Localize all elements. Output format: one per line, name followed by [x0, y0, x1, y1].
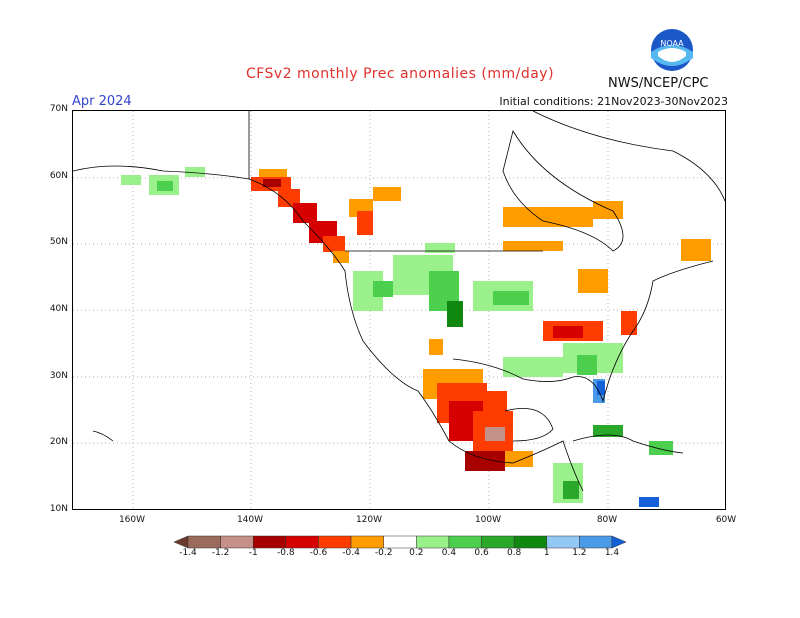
coastlines: [72, 110, 726, 492]
colorbar-tick-label: 0.4: [441, 548, 457, 558]
lat-label-10n: 10N: [49, 504, 68, 514]
colorbar-segment: [220, 535, 254, 549]
colorbar-segment: [318, 535, 352, 549]
colorbar-tick-label: 1.2: [572, 548, 587, 558]
agency-label: NWS/NCEP/CPC: [608, 76, 709, 91]
lon-label-160w: 160W: [118, 515, 146, 525]
colorbar: [174, 535, 626, 549]
map-canvas: [72, 110, 726, 509]
colorbar-segment: [285, 535, 319, 549]
colorbar-segment: [481, 535, 515, 549]
noaa-logo-text: NOAA: [660, 39, 684, 48]
colorbar-tick-label: -1.2: [211, 548, 230, 558]
lon-label-140w: 140W: [236, 515, 264, 525]
colorbar-tick-label: 1.4: [604, 548, 620, 558]
colorbar-tick-label: 0.2: [409, 548, 424, 558]
anomaly-map: [72, 110, 726, 510]
lat-label-40n: 40N: [49, 304, 68, 314]
lat-label-20n: 20N: [49, 437, 68, 447]
lon-label-80w: 80W: [596, 515, 618, 525]
colorbar-tick-label: 0.6: [474, 548, 489, 558]
lon-label-120w: 120W: [355, 515, 383, 525]
colorbar-segment: [350, 535, 384, 549]
wet-anomaly-cells: [121, 167, 673, 507]
colorbar-tick-label: -0.8: [277, 548, 295, 558]
lat-label-70n: 70N: [49, 104, 68, 114]
colorbar-segment: [174, 535, 189, 549]
forecast-month: Apr 2024: [72, 94, 132, 109]
lon-label-60w: 60W: [715, 515, 737, 525]
lat-label-50n: 50N: [49, 237, 68, 247]
noaa-logo: NOAA: [650, 28, 694, 72]
colorbar-segment: [416, 535, 450, 549]
colorbar-tick-label: -1.4: [179, 548, 197, 558]
colorbar-segment: [383, 535, 417, 549]
colorbar-segment: [513, 535, 548, 549]
initial-conditions: Initial conditions: 21Nov2023-30Nov2023: [499, 95, 728, 108]
lon-label-100w: 100W: [474, 515, 502, 525]
colorbar-segment: [448, 535, 482, 549]
colorbar-tick-label: 1: [543, 548, 550, 558]
map-title: CFSv2 monthly Prec anomalies (mm/day): [245, 66, 555, 82]
graticule: [73, 111, 725, 509]
lat-label-60n: 60N: [49, 171, 68, 181]
colorbar-tick-label: -0.4: [342, 548, 360, 558]
colorbar-tick-label: -1: [248, 548, 258, 558]
colorbar-segment: [611, 535, 626, 549]
colorbar-segment: [252, 535, 287, 549]
colorbar-segment: [579, 535, 613, 549]
colorbar-segment: [187, 535, 221, 549]
lat-label-30n: 30N: [49, 371, 68, 381]
colorbar-tick-label: 0.8: [506, 548, 522, 558]
colorbar-tick-label: -0.6: [309, 548, 328, 558]
colorbar-segment: [546, 535, 580, 549]
dry-anomaly-cells: [251, 169, 711, 471]
colorbar-tick-label: -0.2: [374, 548, 393, 558]
